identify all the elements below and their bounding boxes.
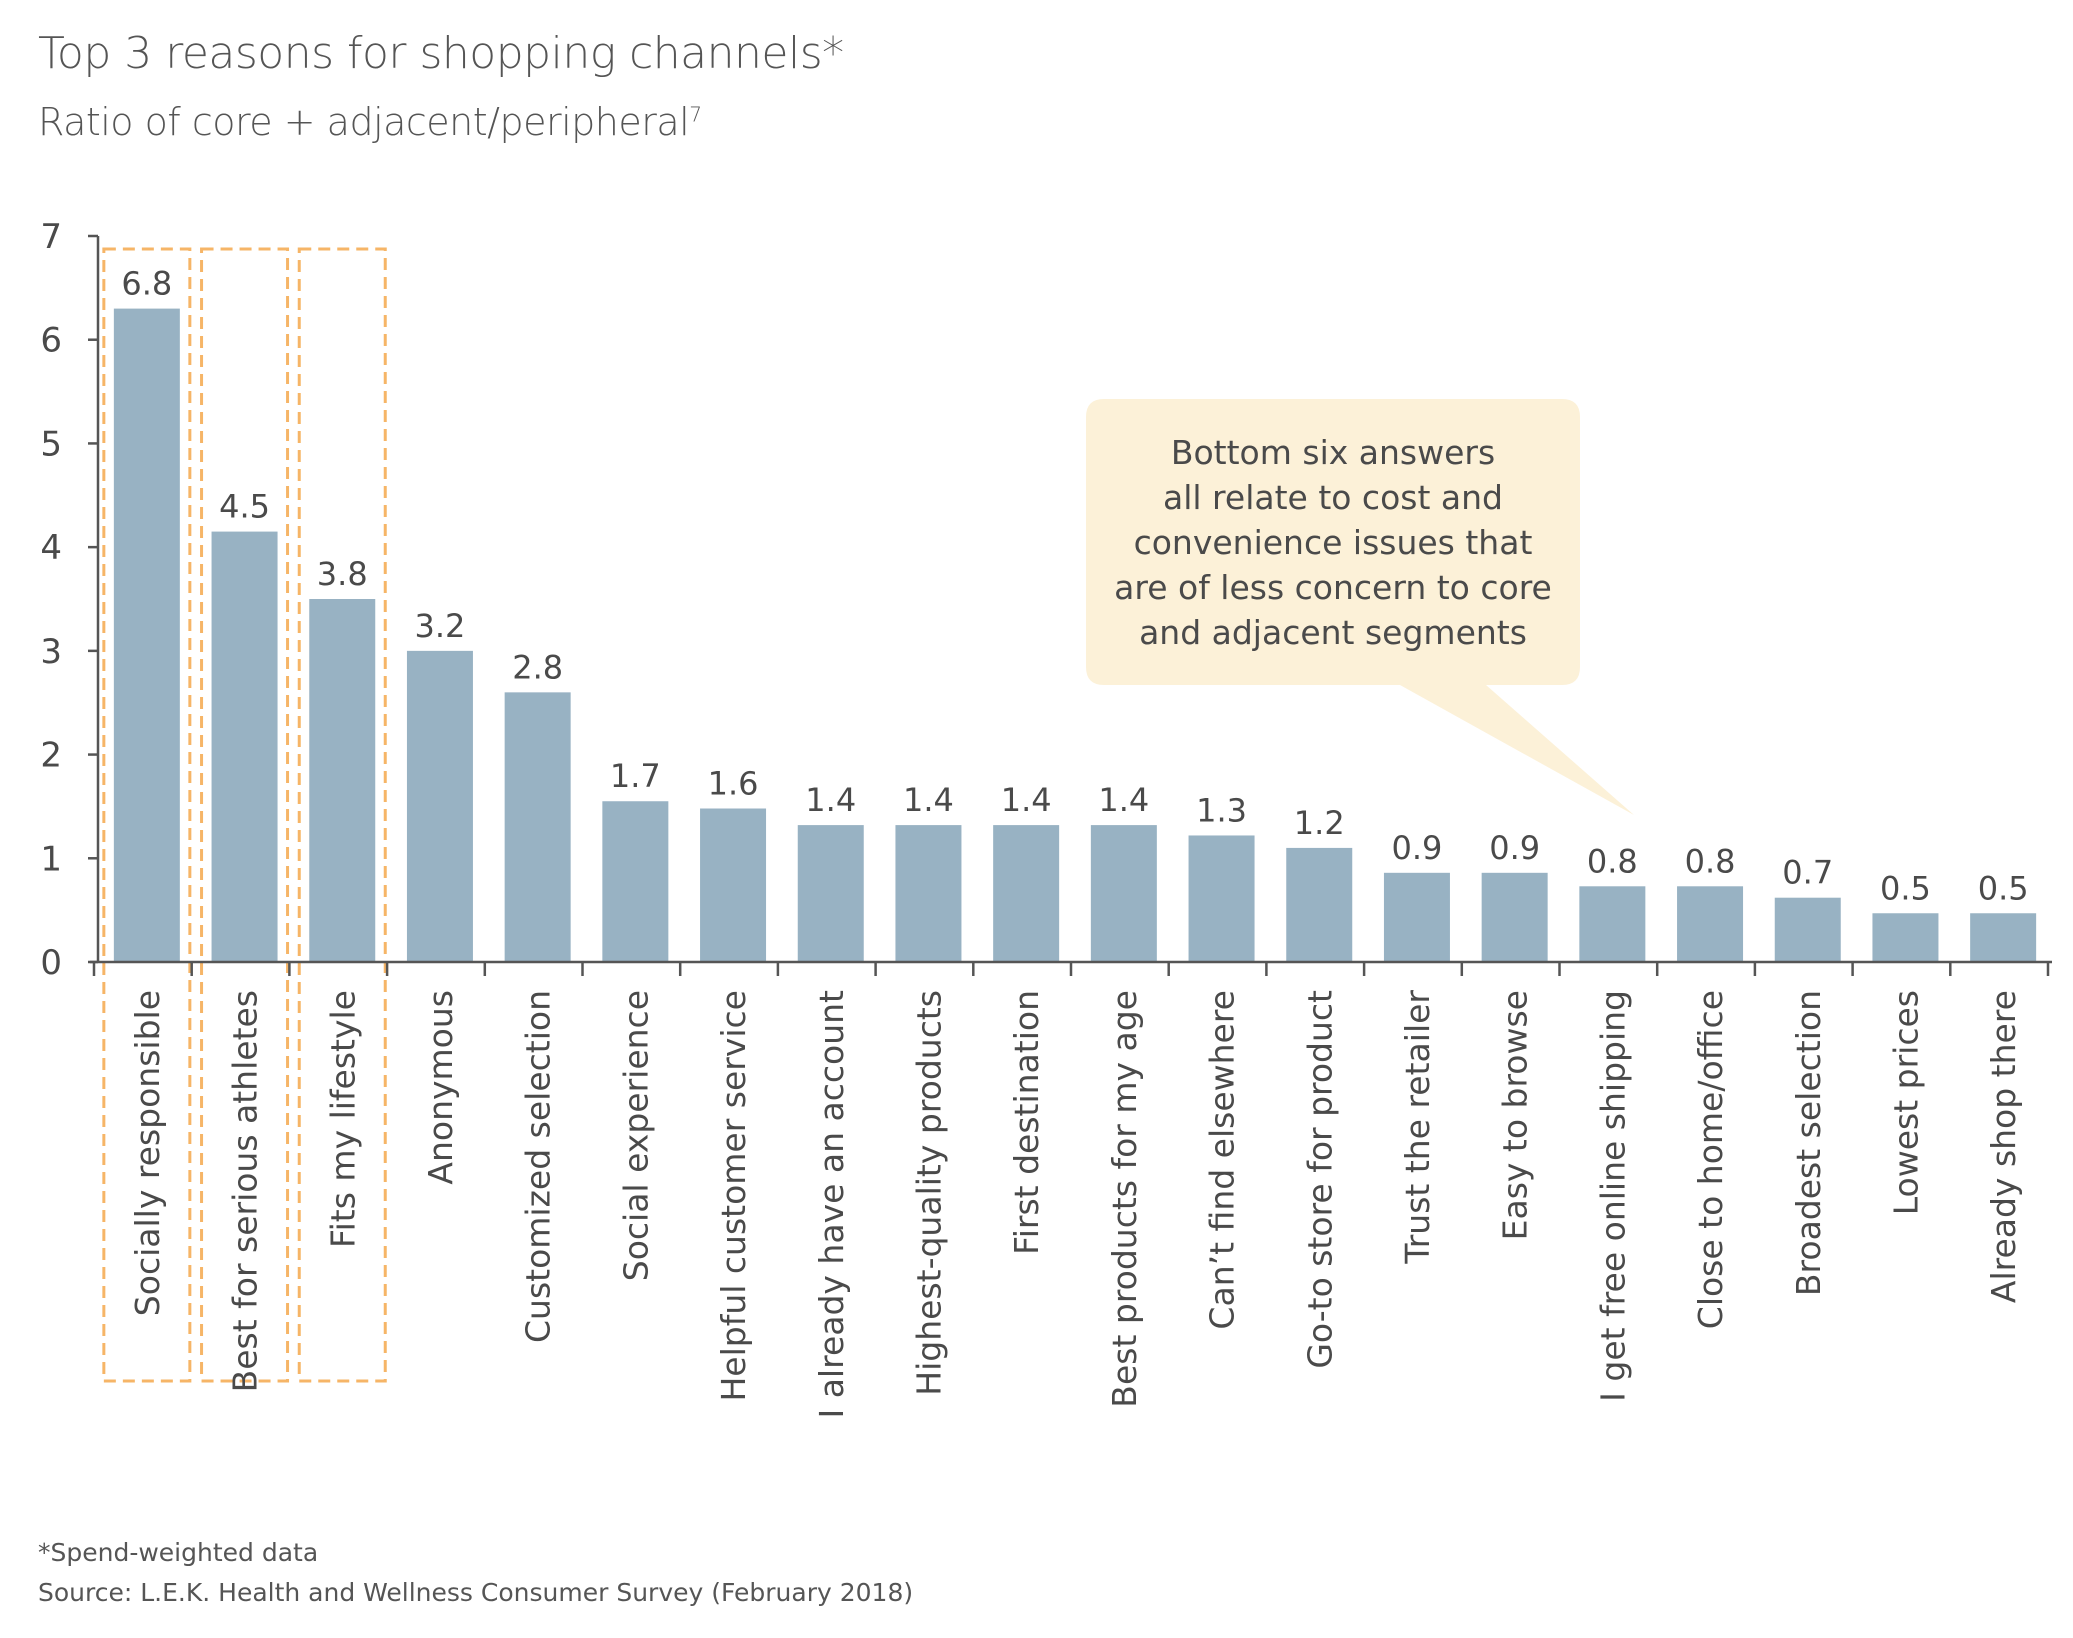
y-tick-label-4: 4 (40, 528, 62, 568)
callout-bubble (1086, 399, 1634, 815)
data-label-broadest-selection: 0.7 (1782, 854, 1833, 892)
bar-helpful-customer-service (700, 808, 767, 962)
bar-social-experience (602, 801, 669, 962)
bar-highest-quality-products (895, 825, 962, 962)
x-tick-label-anonymous: Anonymous (421, 990, 460, 1185)
bar-anonymous (406, 650, 473, 962)
bar-close-to-home-office (1677, 886, 1744, 962)
data-label-helpful-customer-service: 1.6 (708, 765, 759, 803)
highlight-box-best-for-serious-athletes (200, 247, 290, 1383)
data-label-trust-the-retailer: 0.9 (1392, 829, 1443, 867)
data-label-best-products-for-my-age: 1.4 (1098, 781, 1149, 819)
data-label-social-experience: 1.7 (610, 757, 661, 795)
x-tick-label-social-experience: Social experience (616, 990, 655, 1281)
bar-i-already-have-an-account (797, 825, 864, 962)
x-tick-label-already-shop-there: Already shop there (1984, 990, 2023, 1303)
x-tick-label-customized-selection: Customized selection (519, 990, 558, 1343)
chart-subtitle-superscript: 7 (689, 102, 702, 127)
x-tick-label-highest-quality-products: Highest-quality products (909, 990, 948, 1396)
data-label-already-shop-there: 0.5 (1978, 869, 2029, 907)
data-label-i-get-free-online-shipping: 0.8 (1587, 842, 1638, 880)
chart-subtitle: Ratio of core + adjacent/peripheral7 (38, 100, 702, 144)
data-label-anonymous: 3.2 (415, 607, 466, 645)
x-tick-label-i-already-have-an-account: I already have an account (812, 990, 851, 1419)
footnote-source: Source: L.E.K. Health and Wellness Consu… (38, 1578, 914, 1607)
footnote-note: *Spend-weighted data (38, 1538, 319, 1567)
x-tick-label-close-to-home-office: Close to home/office (1691, 990, 1730, 1329)
data-label-highest-quality-products: 1.4 (903, 781, 954, 819)
x-tick-label-broadest-selection: Broadest selection (1789, 990, 1828, 1296)
callout-line-1: Bottom six answers (1170, 432, 1496, 472)
bar-broadest-selection (1774, 897, 1841, 962)
bar-already-shop-there (1970, 913, 2037, 962)
bar-socially-responsible (113, 308, 180, 963)
x-tick-label-best-for-serious-athletes: Best for serious athletes (226, 990, 265, 1392)
highlight-box-socially-responsible (102, 247, 192, 1383)
bar-fits-my-lifestyle (309, 599, 376, 962)
y-tick-label-1: 1 (40, 839, 62, 879)
highlight-box-fits-my-lifestyle (297, 247, 387, 1383)
bar-trust-the-retailer (1383, 872, 1450, 962)
callout-line-4: are of less concern to core (1114, 567, 1552, 607)
bar-best-for-serious-athletes (211, 531, 278, 962)
bar-can-t-find-elsewhere (1188, 835, 1255, 962)
bar-easy-to-browse (1481, 872, 1548, 962)
x-tick-label-i-get-free-online-shipping: I get free online shipping (1593, 990, 1632, 1402)
y-tick-label-5: 5 (40, 424, 62, 464)
y-tick-label-7: 7 (40, 217, 62, 257)
callout-text: Bottom six answers all relate to cost and… (1086, 399, 1580, 685)
data-label-go-to-store-for-product: 1.2 (1294, 804, 1345, 842)
callout-line-3: convenience issues that (1133, 522, 1533, 562)
data-label-first-destination: 1.4 (1001, 781, 1052, 819)
y-tick-label-0: 0 (40, 943, 62, 983)
x-tick-label-best-products-for-my-age: Best products for my age (1105, 990, 1144, 1408)
bar-customized-selection (504, 692, 571, 962)
x-tick-label-can-t-find-elsewhere: Can’t find elsewhere (1203, 990, 1242, 1330)
chart-title: Top 3 reasons for shopping channels* (38, 28, 844, 79)
x-tick-label-first-destination: First destination (1007, 990, 1046, 1255)
data-labels: 6.8 4.5 3.8 3.2 2.8 1.7 1.6 1.4 1.4 1.4 1.4 1.3 1.2 0… (121, 265, 2028, 908)
callout-shape (1086, 399, 1634, 815)
data-label-best-for-serious-athletes: 4.5 (219, 488, 270, 526)
axes: 0 1 2 3 4 5 6 7 Socially responsible Best for ser… (40, 217, 2052, 1419)
bar-lowest-prices (1872, 913, 1939, 962)
bar-go-to-store-for-product (1286, 847, 1353, 962)
x-tick-label-go-to-store-for-product: Go-to store for product (1300, 990, 1339, 1369)
data-label-i-already-have-an-account: 1.4 (805, 781, 856, 819)
data-label-can-t-find-elsewhere: 1.3 (1196, 791, 1247, 829)
y-tick-label-6: 6 (40, 321, 62, 361)
x-tick-label-trust-the-retailer: Trust the retailer (1398, 990, 1437, 1265)
data-label-customized-selection: 2.8 (512, 648, 563, 686)
y-tick-label-2: 2 (40, 736, 62, 776)
callout-line-5: and adjacent segments (1139, 612, 1527, 652)
chart-subtitle-text: Ratio of core + adjacent/peripheral (38, 100, 690, 144)
bar-i-get-free-online-shipping (1579, 886, 1646, 962)
data-label-lowest-prices: 0.5 (1880, 869, 1931, 907)
y-tick-label-3: 3 (40, 632, 62, 672)
x-tick-label-socially-responsible: Socially responsible (128, 990, 167, 1316)
data-label-easy-to-browse: 0.9 (1489, 829, 1540, 867)
data-label-socially-responsible: 6.8 (121, 265, 172, 303)
data-label-close-to-home-office: 0.8 (1685, 842, 1736, 880)
bar-first-destination (993, 825, 1060, 962)
x-tick-label-fits-my-lifestyle: Fits my lifestyle (323, 990, 362, 1248)
callout-lines: Bottom six answers all relate to cost and… (1114, 430, 1552, 655)
x-tick-label-lowest-prices: Lowest prices (1886, 990, 1925, 1215)
x-tick-label-easy-to-browse: Easy to browse (1496, 990, 1535, 1240)
bars (113, 308, 2037, 963)
highlight-boxes (102, 247, 387, 1383)
callout-line-2: all relate to cost and (1163, 477, 1503, 517)
data-label-fits-my-lifestyle: 3.8 (317, 555, 368, 593)
bar-best-products-for-my-age (1090, 825, 1157, 962)
x-tick-label-helpful-customer-service: Helpful customer service (714, 990, 753, 1402)
